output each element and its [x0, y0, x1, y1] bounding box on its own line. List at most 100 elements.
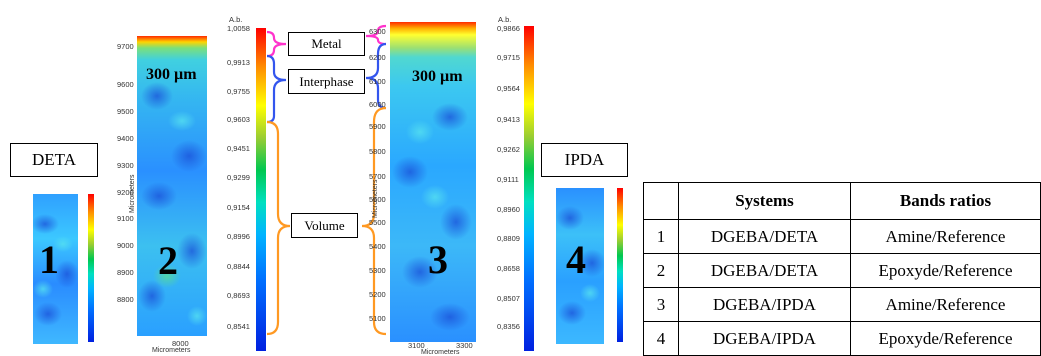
- table-header-cell: [643, 182, 679, 220]
- map-3-x-tick: 3300: [456, 341, 473, 350]
- colorbar-left-tick: 0,8996: [227, 232, 250, 241]
- table-cell: 2: [643, 253, 679, 288]
- metal-bracket-left: [266, 30, 287, 58]
- annotation-brackets: [266, 24, 387, 336]
- table-row: 1 DGEBA/DETA Amine/Reference: [643, 219, 1041, 254]
- table-cell: Amine/Reference: [850, 287, 1041, 322]
- map-3-y-tick: 6000: [369, 100, 386, 109]
- map-2-y-tick: 9300: [117, 161, 134, 170]
- map-3-y-tick: 6300: [369, 27, 386, 36]
- map-3-y-tick: 5900: [369, 122, 386, 131]
- map-2-y-tick: 9000: [117, 241, 134, 250]
- table-cell: DGEBA/IPDA: [678, 287, 851, 322]
- colorbar-left-tick: 0,9603: [227, 115, 250, 124]
- deta-label-box: DETA: [10, 143, 98, 177]
- map-4-number: 4: [566, 237, 586, 282]
- table-cell: Epoxyde/Reference: [850, 321, 1041, 356]
- map-1-colorbar: [88, 194, 94, 342]
- colorbar-right-tick: 0,9564: [497, 84, 520, 93]
- map-1-panel: 1: [16, 190, 106, 350]
- map-1-number: 1: [39, 237, 59, 282]
- ipda-label: IPDA: [564, 150, 605, 169]
- map-2-x-axis-label: Micrometers: [152, 347, 191, 354]
- map-3-y-tick: 5400: [369, 242, 386, 251]
- map-1-image: [33, 194, 78, 344]
- map-3-y-tick: 5100: [369, 314, 386, 323]
- table-cell: DGEBA/IPDA: [678, 321, 851, 356]
- volume-label-box: Volume: [291, 213, 358, 238]
- colorbar-right-gradient: [524, 26, 534, 351]
- table-cell: Epoxyde/Reference: [850, 253, 1041, 288]
- map-3-y-tick: 5200: [369, 290, 386, 299]
- colorbar-left-unit: A.b.: [229, 15, 243, 24]
- colorbar-left-tick: 0,9299: [227, 173, 250, 182]
- table-header-cell: Systems: [678, 182, 851, 220]
- interphase-bracket-right: [365, 42, 387, 110]
- map-4-colorbar: [617, 188, 623, 342]
- map-3-scale-label: 300 µm: [412, 68, 463, 85]
- map-3-y-axis-label: Micrometers: [372, 179, 379, 218]
- table-cell: DGEBA/DETA: [678, 253, 851, 288]
- map-3-y-tick: 5600: [369, 195, 386, 204]
- colorbar-right-tick: 0,9866: [497, 24, 520, 33]
- map-2-y-axis-label: Micrometers: [129, 174, 136, 213]
- metal-label-box: Metal: [288, 32, 365, 56]
- table-header-cell: Bands ratios: [850, 182, 1041, 220]
- map-3-y-tick: 5500: [369, 218, 386, 227]
- map-2-y-tick: 8900: [117, 268, 134, 277]
- colorbar-left-tick: 0,9755: [227, 87, 250, 96]
- map-2-y-tick: 9600: [117, 80, 134, 89]
- map-2-image: [137, 36, 207, 336]
- metal-bracket-right: [365, 24, 387, 46]
- table-cell: DGEBA/DETA: [678, 219, 851, 254]
- deta-label: DETA: [32, 150, 76, 169]
- table-cell: 3: [643, 287, 679, 322]
- map-3-number: 3: [428, 237, 448, 282]
- ipda-label-box: IPDA: [541, 143, 628, 177]
- map-4-panel: 4: [544, 182, 639, 352]
- map-3-y-tick: 5700: [369, 172, 386, 181]
- map-2-x-tick: 8000: [172, 339, 189, 348]
- table-cell: 4: [643, 321, 679, 356]
- map-3-y-tick: 5800: [369, 147, 386, 156]
- map-4-image: [556, 188, 604, 344]
- map-3-y-tick: 6100: [369, 77, 386, 86]
- table-cell: Amine/Reference: [850, 219, 1041, 254]
- colorbar-right-tick: 0,8809: [497, 234, 520, 243]
- interphase-label-box: Interphase: [288, 69, 365, 94]
- colorbar-right-tick: 0,9413: [497, 115, 520, 124]
- map-3-x-tick: 3100: [408, 341, 425, 350]
- colorbar-right-tick: 0,8507: [497, 294, 520, 303]
- colorbar-left-tick: 0,9154: [227, 203, 250, 212]
- table-row: 2 DGEBA/DETA Epoxyde/Reference: [643, 253, 1041, 288]
- colorbar-right-unit: A.b.: [498, 15, 512, 24]
- colorbar-left-gradient: [256, 28, 266, 351]
- colorbar-left-tick: 0,9913: [227, 58, 250, 67]
- colorbar-right-tick: 0,8356: [497, 322, 520, 331]
- map-3-image: [390, 22, 476, 342]
- map-2-panel: 300 µm 2 9700 9600 9500 9400 9300 9200 9…: [100, 18, 220, 354]
- map-3-panel: 300 µm 3 6300 6200 6100 6000 5900 5800 5…: [366, 18, 496, 356]
- table-header-row: Systems Bands ratios: [643, 182, 1041, 220]
- colorbar-right-tick: 0,8658: [497, 264, 520, 273]
- colorbar-right-tick: 0,9262: [497, 145, 520, 154]
- volume-bracket-right: [361, 106, 387, 336]
- colorbar-right-tick: 0,9715: [497, 53, 520, 62]
- colorbar-left-tick: 0,8844: [227, 262, 250, 271]
- systems-table: Systems Bands ratios 1 DGEBA/DETA Amine/…: [643, 182, 1041, 356]
- map-2-y-tick: 9100: [117, 214, 134, 223]
- metal-label: Metal: [311, 36, 342, 51]
- colorbar-left-tick: 0,9451: [227, 144, 250, 153]
- map-2-y-tick: 8800: [117, 295, 134, 304]
- map-2-scale-label: 300 µm: [146, 66, 197, 83]
- table-cell: 1: [643, 219, 679, 254]
- colorbar-left: A.b. 1,0058 0,9913 0,9755 0,9603 0,9451 …: [226, 14, 276, 353]
- map-2-y-tick: 9700: [117, 42, 134, 51]
- volume-bracket-left: [266, 120, 291, 336]
- colorbar-left-tick: 0,8541: [227, 322, 250, 331]
- map-2-y-tick: 9400: [117, 134, 134, 143]
- map-2-y-tick: 9200: [117, 188, 134, 197]
- map-3-y-tick: 5300: [369, 266, 386, 275]
- colorbar-right-tick: 0,8960: [497, 205, 520, 214]
- table-row: 4 DGEBA/IPDA Epoxyde/Reference: [643, 321, 1041, 356]
